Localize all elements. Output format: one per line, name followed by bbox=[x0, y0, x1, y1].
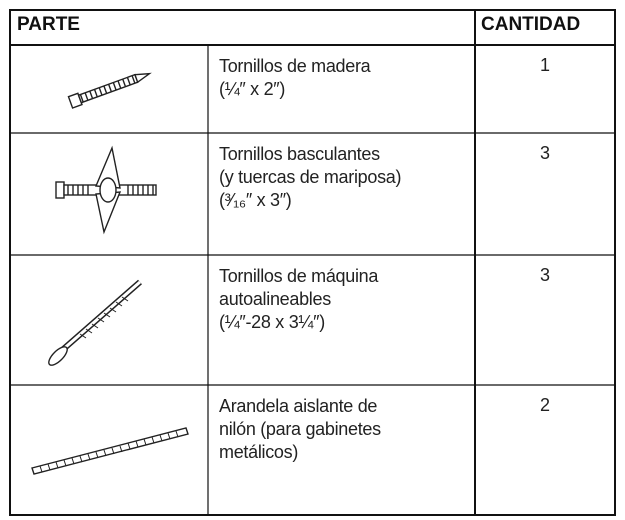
part-description: autoalineables bbox=[219, 289, 331, 309]
part-description: (y tuercas de mariposa) bbox=[219, 167, 402, 187]
part-description: Tornillos basculantes bbox=[219, 144, 380, 164]
part-quantity: 2 bbox=[539, 395, 550, 415]
part-description: nilón (para gabinetes bbox=[219, 419, 381, 439]
part-quantity: 3 bbox=[539, 265, 550, 285]
part-description: (¼″ x 2″) bbox=[219, 79, 286, 99]
part-description: metálicos) bbox=[219, 442, 299, 462]
part-description: Tornillos de madera bbox=[219, 56, 371, 76]
part-description: Arandela aislante de bbox=[219, 396, 378, 416]
part-description: Tornillos de máquina bbox=[219, 266, 379, 286]
part-icons bbox=[31, 72, 189, 475]
part-quantity: 3 bbox=[539, 143, 550, 163]
header-cell: PARTE bbox=[17, 14, 80, 35]
part-description: (¼″-28 x 3¼″) bbox=[219, 312, 325, 332]
part-quantity: 1 bbox=[539, 55, 550, 75]
part-description: (³⁄₁₆″ x 3″) bbox=[219, 190, 292, 210]
header-cell: CANTIDAD bbox=[481, 14, 581, 35]
